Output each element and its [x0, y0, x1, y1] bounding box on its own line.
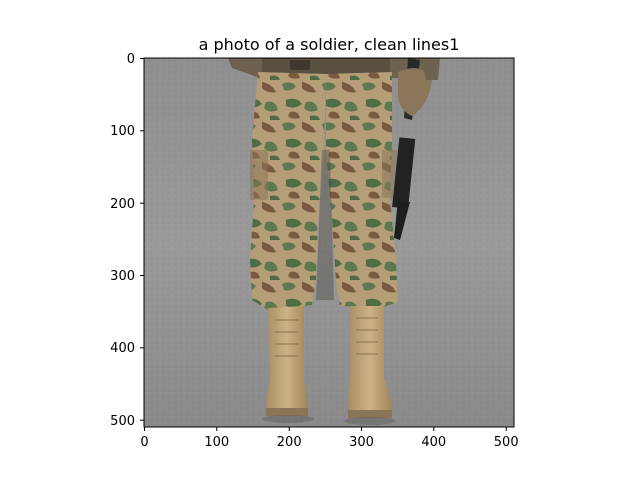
hand: [398, 68, 432, 116]
right-boot: [348, 306, 392, 418]
left-cargo-pocket: [250, 150, 268, 200]
axes-frame: [143, 57, 515, 428]
right-trouser-leg: [326, 72, 398, 308]
y-axis: 0 100 200 300 400 500: [110, 52, 144, 429]
right-cargo-pocket: [382, 150, 398, 198]
y-tick-label: 400: [110, 341, 135, 356]
x-tick-label: 400: [421, 435, 446, 450]
y-tick-label: 200: [110, 197, 135, 212]
x-tick-label: 300: [349, 435, 374, 450]
soldier: [228, 58, 440, 425]
x-axis: 0 100 200 300 400 500: [140, 427, 519, 450]
y-tick-label: 300: [110, 269, 135, 284]
belt: [262, 58, 390, 74]
y-tick-label: 0: [127, 52, 135, 67]
left-boot: [266, 306, 308, 416]
figure-title: a photo of a soldier, clean lines1: [199, 35, 460, 54]
x-tick-label: 200: [277, 435, 302, 450]
y-tick-label: 100: [110, 124, 135, 139]
left-trouser-leg: [250, 72, 326, 310]
x-tick-label: 100: [204, 435, 229, 450]
x-tick-label: 0: [140, 435, 148, 450]
x-tick-label: 500: [494, 435, 519, 450]
y-tick-label: 500: [110, 414, 135, 429]
photo: [144, 58, 514, 427]
